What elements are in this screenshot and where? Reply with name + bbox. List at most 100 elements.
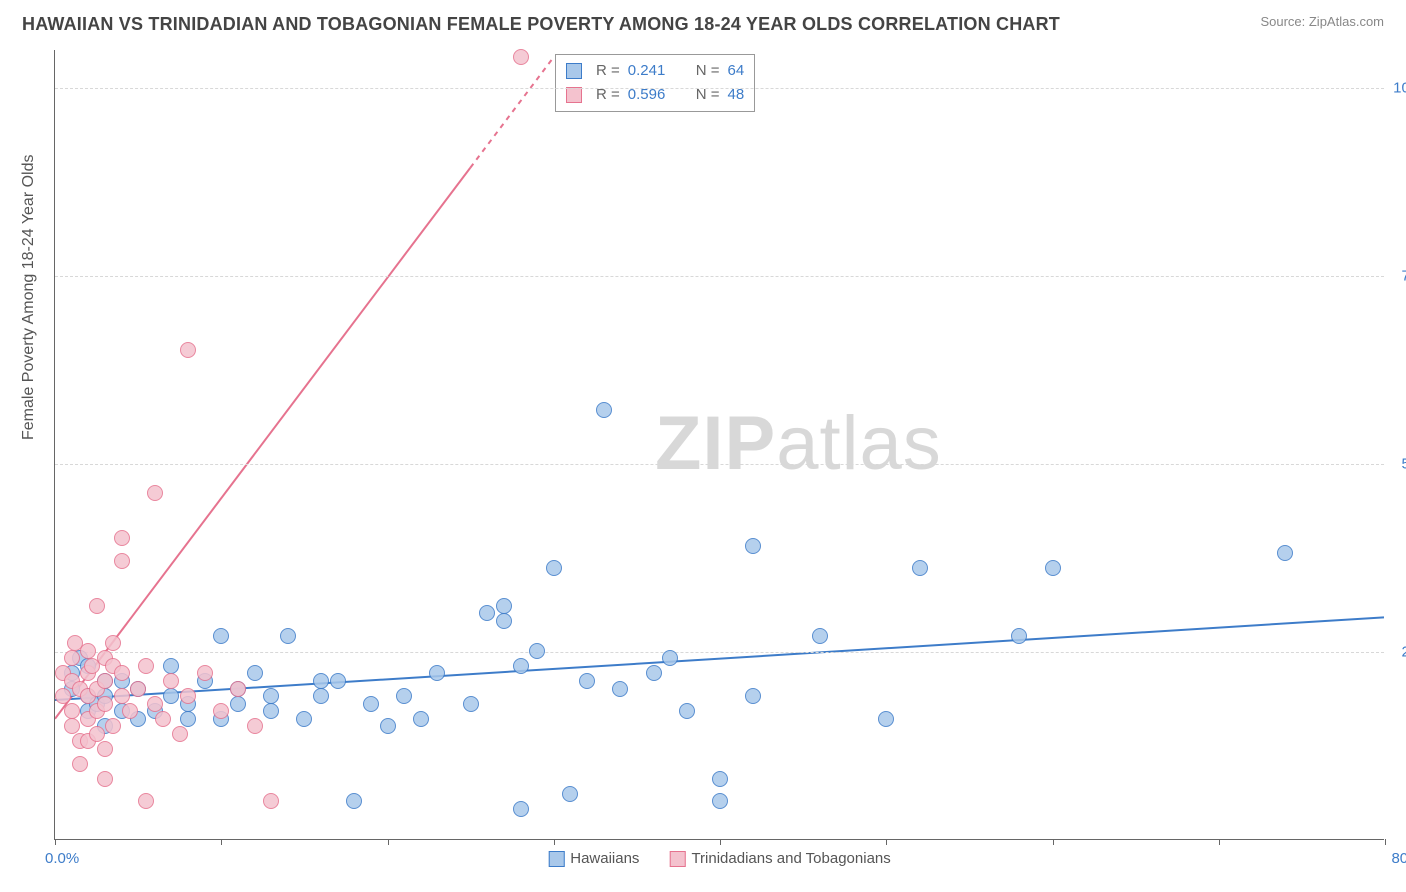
watermark: ZIPatlas bbox=[655, 400, 942, 487]
x-tick bbox=[221, 839, 222, 845]
data-point bbox=[180, 688, 196, 704]
x-tick bbox=[55, 839, 56, 845]
data-point bbox=[1277, 545, 1293, 561]
data-point bbox=[812, 628, 828, 644]
data-point bbox=[296, 711, 312, 727]
data-point bbox=[263, 688, 279, 704]
data-point bbox=[380, 718, 396, 734]
n-value: 48 bbox=[728, 83, 745, 107]
data-point bbox=[745, 538, 761, 554]
r-value: 0.241 bbox=[628, 59, 678, 83]
data-point bbox=[679, 703, 695, 719]
data-point bbox=[114, 688, 130, 704]
legend-swatch bbox=[566, 87, 582, 103]
data-point bbox=[529, 643, 545, 659]
data-point bbox=[579, 673, 595, 689]
x-tick bbox=[388, 839, 389, 845]
data-point bbox=[138, 793, 154, 809]
data-point bbox=[230, 681, 246, 697]
data-point bbox=[712, 771, 728, 787]
source-label: Source: ZipAtlas.com bbox=[1260, 14, 1384, 29]
trend-line bbox=[55, 617, 1384, 700]
data-point bbox=[546, 560, 562, 576]
correlation-legend: R = 0.241 N = 64R = 0.596 N = 48 bbox=[555, 54, 755, 112]
data-point bbox=[1045, 560, 1061, 576]
data-point bbox=[89, 726, 105, 742]
data-point bbox=[646, 665, 662, 681]
data-point bbox=[346, 793, 362, 809]
x-tick bbox=[1219, 839, 1220, 845]
grid-line bbox=[55, 88, 1384, 89]
data-point bbox=[72, 756, 88, 772]
data-point bbox=[213, 628, 229, 644]
data-point bbox=[330, 673, 346, 689]
data-point bbox=[64, 703, 80, 719]
data-point bbox=[64, 650, 80, 666]
data-point bbox=[662, 650, 678, 666]
data-point bbox=[496, 613, 512, 629]
legend-swatch bbox=[548, 851, 564, 867]
y-tick-label: 75.0% bbox=[1389, 267, 1406, 284]
data-point bbox=[155, 711, 171, 727]
data-point bbox=[878, 711, 894, 727]
data-point bbox=[180, 342, 196, 358]
x-tick bbox=[1385, 839, 1386, 845]
y-tick-label: 50.0% bbox=[1389, 455, 1406, 472]
grid-line bbox=[55, 652, 1384, 653]
data-point bbox=[163, 658, 179, 674]
data-point bbox=[280, 628, 296, 644]
data-point bbox=[80, 643, 96, 659]
data-point bbox=[429, 665, 445, 681]
data-point bbox=[745, 688, 761, 704]
data-point bbox=[1011, 628, 1027, 644]
data-point bbox=[147, 696, 163, 712]
data-point bbox=[97, 741, 113, 757]
data-point bbox=[97, 771, 113, 787]
legend-swatch bbox=[566, 63, 582, 79]
data-point bbox=[463, 696, 479, 712]
r-label: R = bbox=[596, 59, 620, 83]
data-point bbox=[313, 673, 329, 689]
y-tick-label: 25.0% bbox=[1389, 643, 1406, 660]
data-point bbox=[97, 696, 113, 712]
data-point bbox=[163, 688, 179, 704]
x-tick bbox=[1053, 839, 1054, 845]
data-point bbox=[396, 688, 412, 704]
data-point bbox=[138, 658, 154, 674]
trend-line bbox=[470, 58, 553, 168]
grid-line bbox=[55, 464, 1384, 465]
legend-row: R = 0.241 N = 64 bbox=[566, 59, 744, 83]
data-point bbox=[612, 681, 628, 697]
legend-label: Trinidadians and Tobagonians bbox=[691, 850, 890, 867]
x-tick bbox=[720, 839, 721, 845]
legend-item: Trinidadians and Tobagonians bbox=[669, 850, 890, 867]
data-point bbox=[130, 681, 146, 697]
data-point bbox=[114, 665, 130, 681]
plot-area: ZIPatlas R =0.241N =64R =0.596N =48 0.0%… bbox=[54, 50, 1384, 840]
data-point bbox=[513, 49, 529, 65]
n-label: N = bbox=[696, 59, 720, 83]
series-legend: Hawaiians Trinidadians and Tobagonians bbox=[548, 850, 891, 867]
data-point bbox=[562, 786, 578, 802]
data-point bbox=[263, 793, 279, 809]
data-point bbox=[114, 553, 130, 569]
data-point bbox=[247, 718, 263, 734]
n-value: 64 bbox=[728, 59, 745, 83]
legend-item: Hawaiians bbox=[548, 850, 639, 867]
grid-line bbox=[55, 276, 1384, 277]
legend-label: Hawaiians bbox=[570, 850, 639, 867]
data-point bbox=[230, 696, 246, 712]
data-point bbox=[263, 703, 279, 719]
data-point bbox=[105, 635, 121, 651]
legend-swatch bbox=[669, 851, 685, 867]
x-axis-min-label: 0.0% bbox=[45, 850, 79, 867]
data-point bbox=[313, 688, 329, 704]
data-point bbox=[180, 711, 196, 727]
data-point bbox=[413, 711, 429, 727]
data-point bbox=[163, 673, 179, 689]
data-point bbox=[479, 605, 495, 621]
data-point bbox=[712, 793, 728, 809]
r-value: 0.596 bbox=[628, 83, 678, 107]
x-tick bbox=[554, 839, 555, 845]
data-point bbox=[912, 560, 928, 576]
